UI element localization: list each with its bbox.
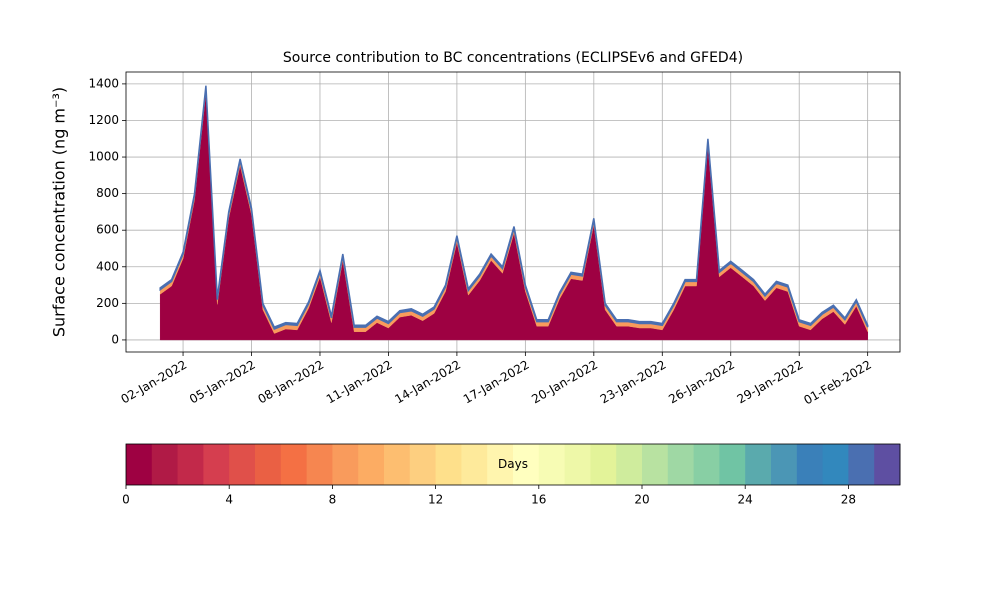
colorbar-cell bbox=[719, 444, 746, 485]
x-tick-label: 29-Jan-2022 bbox=[735, 358, 806, 407]
colorbar-cell bbox=[435, 444, 462, 485]
colorbar-cell bbox=[590, 444, 617, 485]
y-tick-label: 400 bbox=[96, 259, 119, 273]
x-tick-label: 17-Jan-2022 bbox=[461, 358, 532, 407]
colorbar-cell bbox=[513, 444, 540, 485]
colorbar-cell bbox=[151, 444, 179, 485]
colorbar-cell bbox=[332, 444, 359, 485]
colorbar-cell bbox=[848, 444, 875, 485]
colorbar-cell bbox=[745, 444, 772, 485]
colorbar-tick-label: 28 bbox=[841, 493, 856, 507]
colorbar-cell bbox=[822, 444, 849, 485]
x-tick-label: 08-Jan-2022 bbox=[255, 358, 326, 407]
plot-frame bbox=[125, 71, 901, 353]
colorbar-cell bbox=[538, 444, 566, 485]
y-tick-label: 600 bbox=[96, 223, 119, 237]
area-layer bbox=[159, 92, 868, 341]
colorbar-cell bbox=[126, 444, 153, 485]
x-tick-label: 11-Jan-2022 bbox=[324, 358, 395, 407]
colorbar-tick-label: 24 bbox=[738, 493, 753, 507]
y-tick-label: 0 bbox=[111, 332, 119, 346]
y-tick-label: 200 bbox=[96, 296, 119, 310]
colorbar-cell bbox=[177, 444, 204, 485]
colorbar-cell bbox=[306, 444, 333, 485]
colorbar-tick-label: 8 bbox=[329, 493, 337, 507]
colorbar-label: Days bbox=[498, 457, 528, 471]
colorbar-cell bbox=[771, 444, 798, 485]
colorbar-cell bbox=[409, 444, 437, 485]
y-tick-label: 1000 bbox=[88, 150, 119, 164]
colorbar-cell bbox=[358, 444, 385, 485]
x-tick-label: 02-Jan-2022 bbox=[119, 358, 190, 407]
colorbar-cell bbox=[229, 444, 256, 485]
colorbar-cell bbox=[384, 444, 411, 485]
colorbar-cell bbox=[693, 444, 720, 485]
x-tick-label: 23-Jan-2022 bbox=[598, 358, 669, 407]
y-axis-label: Surface concentration (ng m⁻³) bbox=[50, 87, 69, 337]
colorbar-cell bbox=[616, 444, 643, 485]
y-tick-label: 1400 bbox=[88, 76, 119, 90]
x-tick-label: 01-Feb-2022 bbox=[801, 358, 874, 408]
x-tick-label: 05-Jan-2022 bbox=[187, 358, 258, 407]
colorbar-cell bbox=[487, 444, 514, 485]
y-tick-label: 1200 bbox=[88, 113, 119, 127]
colorbar-cell bbox=[203, 444, 230, 485]
colorbar-tick-label: 12 bbox=[428, 493, 443, 507]
colorbar-frame bbox=[125, 443, 901, 486]
x-tick-label: 20-Jan-2022 bbox=[529, 358, 600, 407]
colorbar-tick-label: 0 bbox=[122, 493, 130, 507]
colorbar-tick-label: 20 bbox=[634, 493, 649, 507]
colorbar-cell bbox=[255, 444, 282, 485]
colorbar-cell bbox=[564, 444, 591, 485]
colorbar-cell bbox=[280, 444, 308, 485]
colorbar-tick-label: 4 bbox=[225, 493, 233, 507]
colorbar-cell bbox=[461, 444, 488, 485]
chart-title: Source contribution to BC concentrations… bbox=[283, 50, 743, 66]
colorbar-cell bbox=[874, 444, 901, 485]
colorbar-cell bbox=[667, 444, 695, 485]
colorbar-tick-label: 16 bbox=[531, 493, 546, 507]
x-tick-label: 26-Jan-2022 bbox=[666, 358, 737, 407]
colorbar-cell bbox=[642, 444, 669, 485]
x-tick-label: 14-Jan-2022 bbox=[392, 358, 463, 407]
area-layer bbox=[159, 85, 869, 330]
colorbar-cell bbox=[796, 444, 824, 485]
y-tick-label: 800 bbox=[96, 186, 119, 200]
